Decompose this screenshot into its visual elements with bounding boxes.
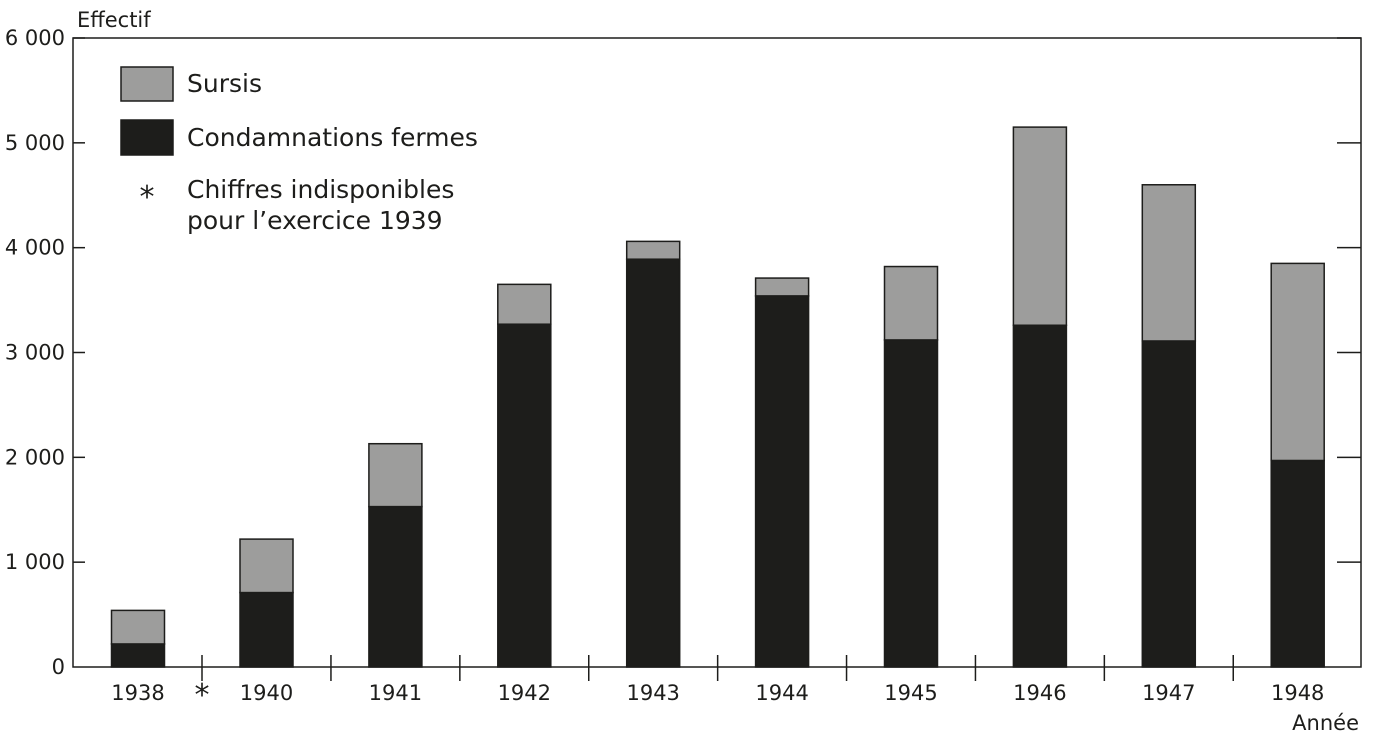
x-tick-label: 1940 — [240, 681, 293, 705]
legend-label-sursis: Sursis — [187, 69, 262, 98]
bar-segment — [239, 538, 294, 594]
bar-segment — [883, 265, 939, 341]
legend: Sursis Condamnations fermes * Chiffres i… — [120, 66, 478, 235]
y-tick-label: 6 000 — [5, 26, 65, 50]
y-tick-label: 4 000 — [5, 236, 65, 260]
y-tick-label: 2 000 — [5, 445, 65, 469]
bar-segment — [754, 277, 810, 297]
y-axis-title: Effectif — [77, 8, 151, 32]
bars — [110, 126, 1325, 668]
bar-segment — [497, 323, 552, 668]
bar-segment — [1141, 184, 1197, 342]
x-tick-label: 1944 — [755, 681, 808, 705]
legend-swatch-condamnations — [120, 119, 174, 156]
bar-segment — [368, 442, 423, 508]
bar-segment — [1141, 340, 1197, 668]
y-tick-label: 3 000 — [5, 341, 65, 365]
x-tick-label: 1947 — [1142, 681, 1195, 705]
bar-segment — [239, 591, 294, 668]
bar-segment — [625, 258, 681, 668]
x-tick-label: 1948 — [1271, 681, 1324, 705]
x-tick-label: 1942 — [498, 681, 551, 705]
bar-segment — [368, 505, 423, 668]
bar-segment — [1270, 262, 1325, 462]
x-tick-label: 1941 — [369, 681, 422, 705]
bar-segment — [883, 339, 939, 668]
bar-segment — [625, 240, 681, 260]
bar-segment — [1012, 324, 1068, 668]
legend-label-condamnations: Condamnations fermes — [187, 123, 478, 152]
legend-swatch-sursis — [120, 66, 174, 102]
y-tick-label: 5 000 — [5, 131, 65, 155]
x-tick-label: 1943 — [626, 681, 679, 705]
x-axis: * 1938 1940 1941 1942 1943 1944 1945 1946 1947 194… — [111, 655, 1324, 713]
bar-segment — [1012, 126, 1068, 326]
x-tick-label: 1945 — [884, 681, 937, 705]
y-axis: 0 1 000 2 000 3 000 4 000 5 000 6 000 — [5, 26, 1361, 679]
legend-note-line-2: pour l’exercice 1939 — [187, 206, 443, 235]
x-tick-label: 1938 — [111, 681, 164, 705]
legend-note-asterisk-icon: * — [140, 180, 155, 215]
bar-segment — [1270, 459, 1325, 668]
bar-segment — [497, 283, 552, 325]
x-tick-label: 1946 — [1013, 681, 1066, 705]
bar-segment — [110, 643, 166, 668]
y-tick-label: 0 — [52, 655, 65, 679]
x-gap-marker-asterisk-icon: * — [195, 678, 210, 713]
bar-segment — [110, 609, 166, 645]
legend-note-line-1: Chiffres indisponibles — [187, 175, 454, 204]
x-axis-title: Année — [1292, 711, 1359, 735]
bar-segment — [754, 295, 810, 668]
y-tick-label: 1 000 — [5, 550, 65, 574]
